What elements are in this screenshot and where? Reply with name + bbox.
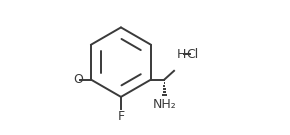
- Text: Cl: Cl: [186, 48, 199, 61]
- Text: O: O: [73, 73, 83, 86]
- Text: NH₂: NH₂: [153, 98, 176, 111]
- Text: F: F: [117, 110, 124, 123]
- Text: H: H: [177, 48, 186, 61]
